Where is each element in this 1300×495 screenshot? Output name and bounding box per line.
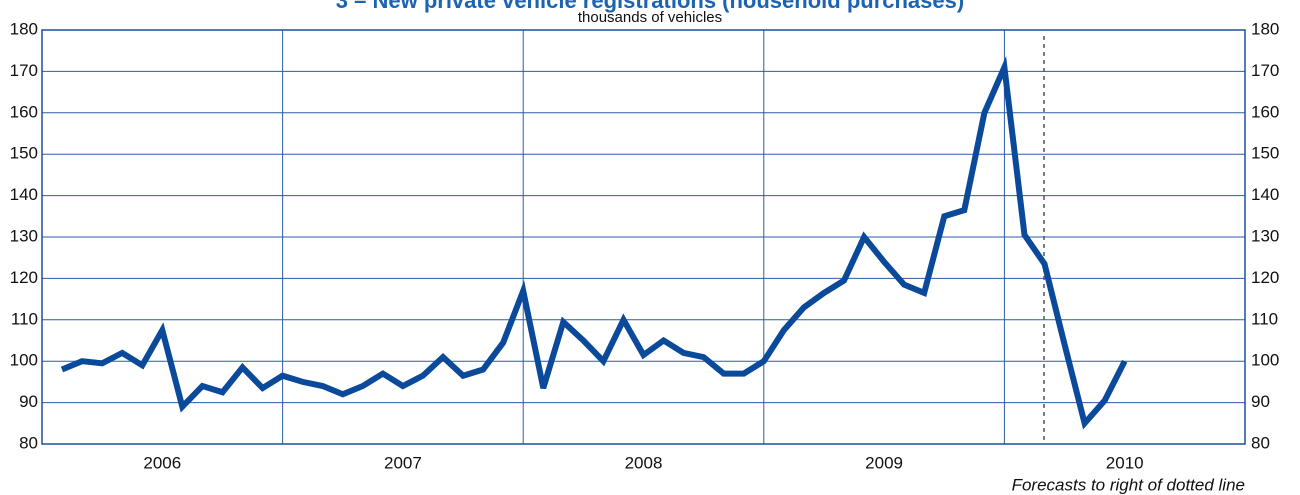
chart-title: 3 – New private vehicle registrations (h… xyxy=(336,0,964,13)
y-tick-label: 100 xyxy=(10,351,38,370)
x-tick-label: 2006 xyxy=(143,453,181,472)
y2-tick-label: 180 xyxy=(1251,19,1279,38)
annotation: Forecasts to right of dotted line xyxy=(1012,475,1245,494)
y-tick-label: 150 xyxy=(10,144,38,163)
y-tick-label: 90 xyxy=(19,392,38,411)
x-tick-label: 2009 xyxy=(865,453,903,472)
y2-tick-label: 80 xyxy=(1251,433,1270,452)
y2-tick-label: 130 xyxy=(1251,226,1279,245)
y-tick-label: 160 xyxy=(10,102,38,121)
y-tick-label: 140 xyxy=(10,185,38,204)
data-line xyxy=(60,56,1128,430)
x-tick-label: 2010 xyxy=(1106,453,1144,472)
x-tick-label: 2007 xyxy=(384,453,422,472)
x-tick-label: 2008 xyxy=(625,453,663,472)
plot-frame xyxy=(41,29,1246,445)
y2-tick-label: 170 xyxy=(1251,61,1279,80)
y-tick-label: 110 xyxy=(11,309,38,328)
y2-tick-label: 120 xyxy=(1251,268,1279,287)
y2-tick-label: 110 xyxy=(1251,309,1278,328)
chart-subtitle: thousands of vehicles xyxy=(578,9,722,26)
y2-tick-label: 140 xyxy=(1251,185,1279,204)
y-tick-label: 170 xyxy=(10,61,38,80)
y-tick-label: 130 xyxy=(10,226,38,245)
y-tick-label: 80 xyxy=(19,433,38,452)
y2-tick-label: 150 xyxy=(1251,144,1279,163)
y2-tick-label: 90 xyxy=(1251,392,1270,411)
y2-tick-label: 160 xyxy=(1251,102,1279,121)
y-tick-label: 180 xyxy=(10,19,38,38)
y2-tick-label: 100 xyxy=(1251,351,1279,370)
y-tick-label: 120 xyxy=(10,268,38,287)
